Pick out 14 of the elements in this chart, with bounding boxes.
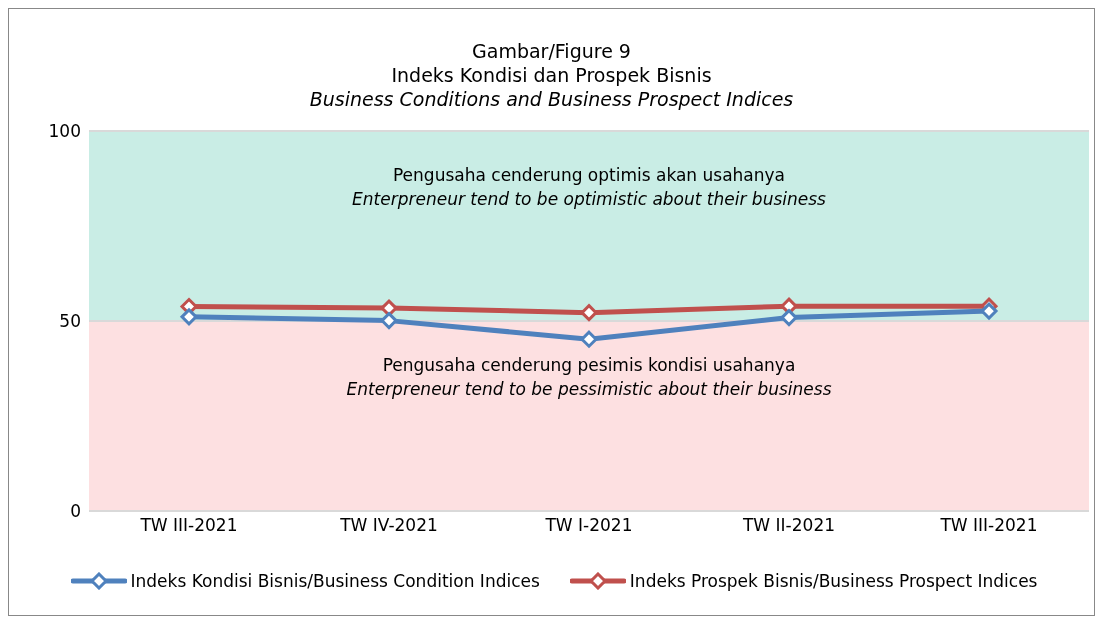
x-tick-label: TW II-2021	[741, 515, 836, 536]
y-tick-label: 50	[59, 311, 81, 332]
chart-title: Gambar/Figure 9 Indeks Kondisi dan Prospek Bisnis	[390, 39, 713, 87]
band-label: Pengusaha cenderung optimis akan usahanya Enterpreneur tend to be optimistic about their business	[352, 165, 827, 209]
x-tick-label: TW I-2021	[544, 515, 633, 536]
band-label: Pengusaha cenderung pesimis kondisi usahanya Enterpreneur tend to be pessimistic about their business	[346, 355, 832, 399]
legend-label: Indeks Kondisi Bisnis/Business Condition Indices	[130, 571, 540, 591]
x-tick-label: TW III-2021	[939, 515, 1038, 536]
x-tick-label: TW IV-2021	[339, 515, 438, 536]
chart-subtitle: Business Conditions and Business Prospect Indices	[308, 87, 795, 111]
x-tick-label: TW III-2021	[139, 515, 238, 536]
y-tick-label: 100	[48, 121, 81, 142]
legend-label: Indeks Prospek Bisnis/Business Prospect Indices	[629, 571, 1038, 591]
y-tick-label: 0	[70, 501, 81, 522]
